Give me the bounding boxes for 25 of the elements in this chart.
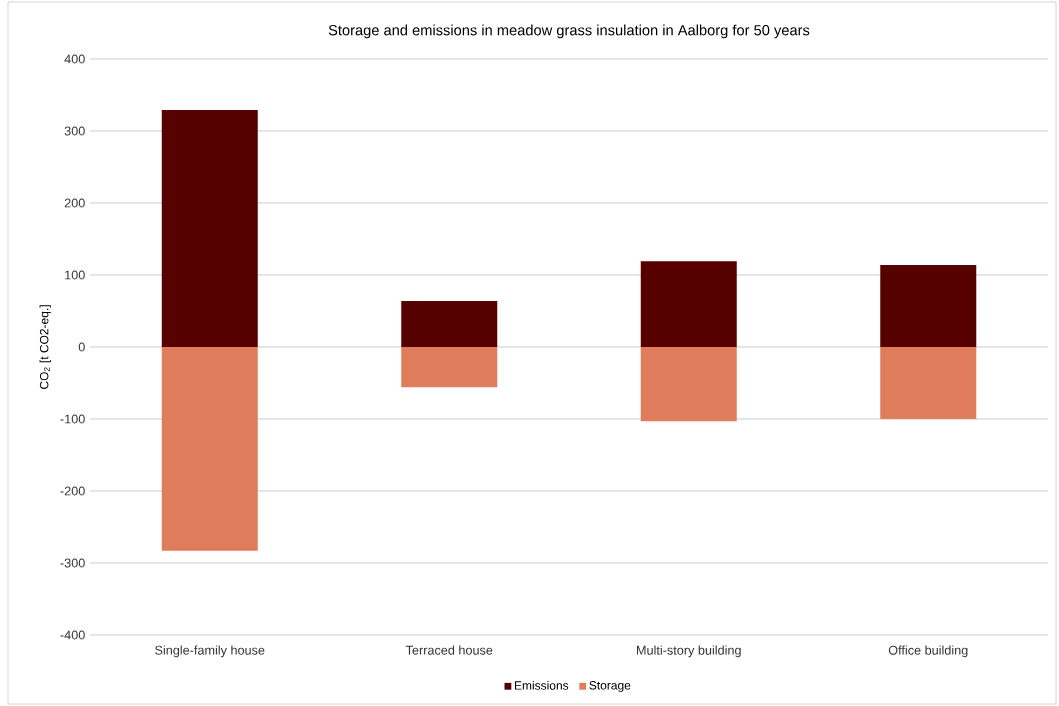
y-tick-label: 0 <box>78 342 85 352</box>
legend-label: Storage <box>589 681 631 692</box>
bar <box>640 347 737 422</box>
y-tick-label: 200 <box>64 198 85 208</box>
chart-title: Storage and emissions in meadow grass insulation in Aalborg for 50 years <box>328 24 810 39</box>
x-tick-label: Office building <box>888 645 968 658</box>
y-tick-label: -300 <box>60 558 85 568</box>
bar <box>161 110 258 347</box>
legend-label: Emissions <box>514 680 569 690</box>
y-tick-label: -400 <box>60 630 85 640</box>
y-axis-title: CO$_{2}$ [t CO2-eq.] <box>39 305 51 389</box>
y-tick-label: -200 <box>60 486 85 496</box>
bar <box>880 264 977 347</box>
y-tick-label: 300 <box>64 126 85 136</box>
bar <box>161 347 258 551</box>
y-tick-label: 400 <box>64 54 85 64</box>
y-tick-label: 100 <box>65 270 85 280</box>
bar <box>401 300 498 347</box>
bar <box>401 347 498 388</box>
x-tick-label: Multi-story building <box>637 645 741 658</box>
bar <box>640 261 737 347</box>
y-tick-label: -100 <box>60 414 85 424</box>
bar <box>880 347 977 419</box>
x-tick-label: Terraced house <box>405 645 493 655</box>
x-tick-label: Single-family house <box>155 645 265 658</box>
